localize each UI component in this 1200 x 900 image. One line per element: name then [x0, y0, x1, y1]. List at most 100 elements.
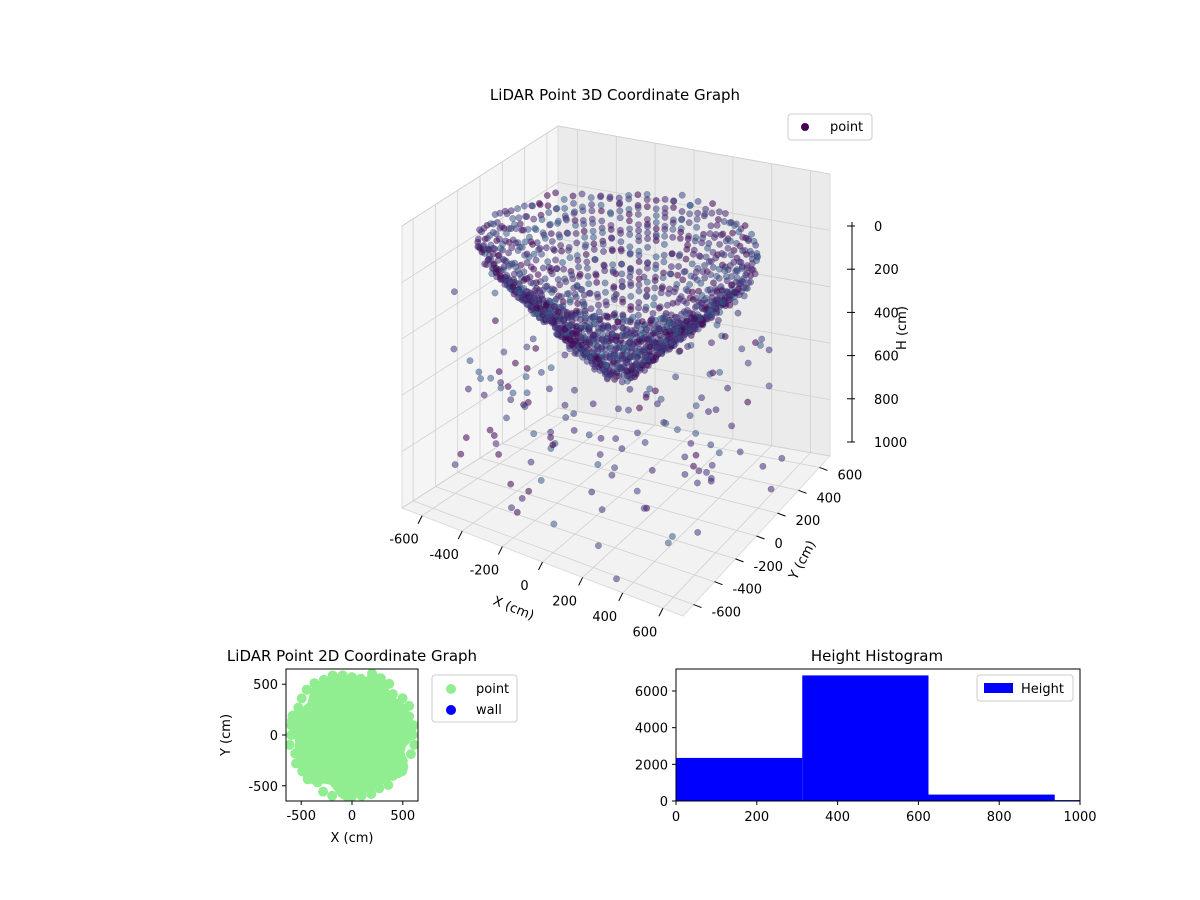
chart-3d-point — [520, 276, 528, 284]
chart-3d-ylabel: Y (cm) — [786, 538, 819, 583]
chart-3d-point — [662, 419, 670, 427]
chart-2d-point — [312, 777, 323, 788]
chart-3d-point — [533, 304, 540, 312]
chart-3d-gridline-z — [401, 125, 831, 227]
chart-3d-point — [595, 301, 602, 309]
chart-3d-point — [563, 216, 570, 224]
chart-3d-point — [759, 462, 767, 470]
chart-2d-point — [309, 678, 320, 689]
chart-3d-point — [708, 339, 715, 347]
chart-3d-xtick-label: 200 — [552, 594, 577, 609]
chart-3d-point — [724, 244, 732, 252]
chart-3d-point — [584, 272, 592, 280]
chart-3d-point — [591, 313, 599, 321]
chart-3d-point — [635, 237, 643, 245]
chart-3d-point — [487, 374, 495, 382]
chart-3d-point — [590, 245, 598, 253]
chart-3d-point — [538, 291, 546, 299]
chart-3d-point — [600, 312, 608, 320]
chart-3d-point — [695, 467, 703, 475]
histogram-title: Height Histogram — [811, 647, 943, 665]
chart-3d-point — [509, 215, 517, 222]
chart-3d-point — [702, 253, 710, 261]
chart-3d-point — [546, 220, 554, 228]
chart-3d-point — [744, 398, 752, 406]
chart-2d-xtick-label: -500 — [286, 809, 316, 824]
chart-3d: LiDAR Point 3D Coordinate Graph -600 -400… — [389, 86, 910, 640]
chart-3d-point — [635, 227, 643, 235]
chart-3d-point — [657, 289, 665, 297]
chart-3d-point — [758, 335, 766, 343]
chart-3d-point — [635, 275, 643, 283]
chart-3d-point — [614, 318, 622, 326]
chart-3d-point — [712, 406, 720, 414]
chart-3d-point — [508, 504, 515, 512]
chart-2d-point — [409, 739, 418, 750]
chart-3d-point — [547, 307, 554, 315]
chart-3d-point — [686, 281, 694, 288]
chart-3d-point — [653, 400, 661, 408]
chart-3d-point — [661, 195, 669, 203]
chart-3d-point — [450, 345, 458, 353]
chart-3d-point — [601, 267, 609, 275]
chart-3d-ytick — [735, 558, 744, 563]
chart-3d-point — [570, 199, 577, 207]
chart-3d-point — [735, 291, 743, 299]
chart-3d-point — [618, 445, 626, 453]
chart-3d-point — [709, 263, 717, 271]
chart-2d-ytick-label: 0 — [270, 729, 278, 744]
chart-3d-point — [592, 271, 600, 279]
chart-3d-point — [503, 271, 511, 279]
chart-3d-point — [577, 311, 585, 319]
chart-3d-point — [587, 194, 595, 202]
chart-3d-point — [626, 385, 634, 393]
chart-3d-point — [660, 251, 668, 259]
chart-3d-point — [628, 327, 636, 335]
chart-3d-point — [555, 308, 563, 316]
chart-3d-point — [635, 258, 643, 266]
chart-3d-point — [529, 202, 537, 210]
chart-3d-point — [689, 296, 697, 303]
chart-3d-point — [594, 461, 602, 468]
chart-3d-point — [618, 282, 626, 290]
chart-3d-point — [590, 233, 597, 241]
chart-3d-point — [495, 450, 503, 458]
chart-3d-point — [643, 264, 651, 272]
chart-3d-point — [524, 398, 532, 406]
chart-3d-point — [701, 262, 709, 269]
chart-3d-point — [627, 268, 635, 276]
chart-3d-point — [666, 270, 674, 278]
chart-3d-point — [563, 309, 571, 316]
chart-3d-point — [652, 225, 660, 233]
chart-3d-point — [600, 322, 608, 330]
chart-3d-ztick-label: 0 — [874, 220, 882, 235]
chart-3d-point — [580, 227, 588, 235]
chart-3d-point — [778, 454, 786, 462]
chart-3d-point — [670, 197, 678, 205]
chart-3d-point — [700, 212, 708, 220]
chart-3d-point — [674, 298, 682, 306]
chart-3d-point — [537, 368, 545, 376]
chart-3d-point — [523, 364, 531, 372]
chart-3d-point — [652, 231, 660, 239]
chart-3d-point — [518, 494, 526, 502]
chart-3d-point — [726, 237, 734, 245]
chart-3d-point — [554, 217, 562, 225]
chart-3d-point — [679, 334, 687, 342]
chart-3d-point — [690, 462, 697, 470]
chart-3d-point — [642, 325, 650, 333]
chart-3d-point — [707, 441, 715, 449]
chart-3d-point — [491, 317, 499, 325]
chart-3d-point — [603, 334, 611, 342]
chart-3d-point — [726, 262, 734, 270]
chart-3d-point — [686, 412, 694, 420]
chart-3d-point — [493, 237, 501, 245]
histogram-legend-label: Height — [1021, 682, 1064, 697]
chart-3d-point — [546, 297, 554, 305]
chart-3d-point — [652, 219, 660, 226]
chart-3d-point — [730, 288, 738, 296]
chart-2d-point — [387, 770, 398, 781]
chart-3d-point — [600, 248, 607, 255]
chart-3d-point — [703, 468, 710, 476]
chart-3d-point — [523, 259, 531, 267]
